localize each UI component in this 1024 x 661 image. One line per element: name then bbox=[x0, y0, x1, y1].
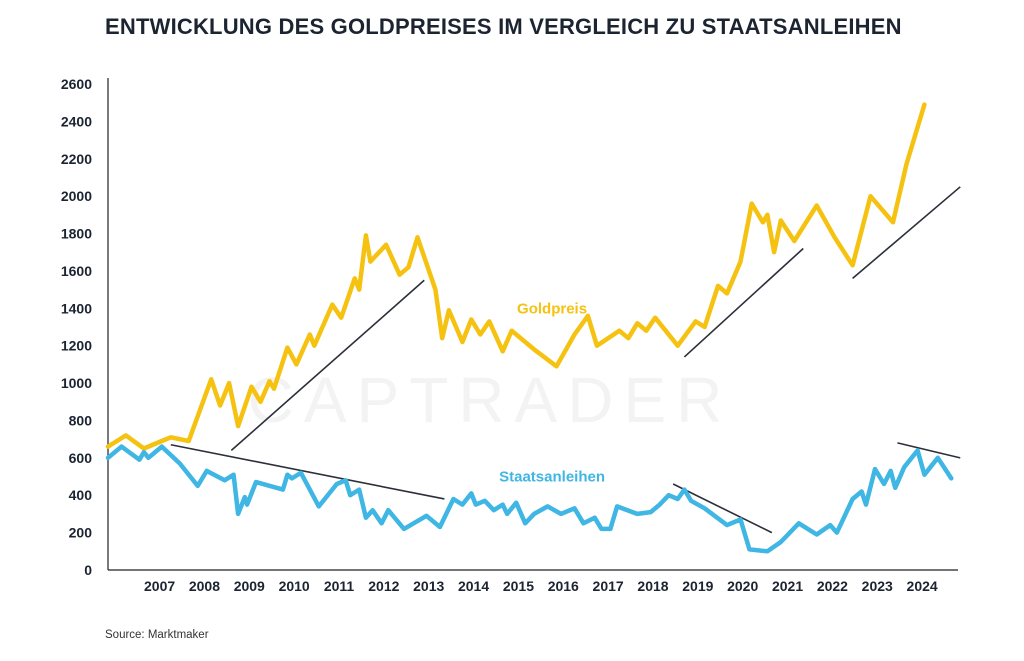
trendline bbox=[672, 483, 773, 534]
y-tick-label: 2200 bbox=[61, 151, 92, 167]
y-tick-label: 2000 bbox=[61, 188, 92, 204]
gold-price-label: Goldpreis bbox=[517, 300, 587, 317]
x-axis: 2007 2008 2009 2010 2011 2012 2013 2014 2015 2016… bbox=[108, 569, 958, 594]
x-tick-label: 2018 bbox=[637, 578, 668, 594]
y-tick-label: 1200 bbox=[61, 338, 92, 354]
watermark: CAPTRADER bbox=[248, 364, 733, 436]
x-tick-label: 2012 bbox=[368, 578, 399, 594]
gold-price-line bbox=[105, 102, 927, 451]
x-tick-label: 2022 bbox=[817, 578, 848, 594]
x-tick-label: 2013 bbox=[413, 578, 444, 594]
x-tick-label: 2023 bbox=[862, 578, 893, 594]
x-tick-label: 2009 bbox=[234, 578, 265, 594]
x-tick-label: 2011 bbox=[324, 578, 355, 594]
trendline bbox=[170, 443, 445, 500]
y-tick-label: 2600 bbox=[61, 76, 92, 92]
y-tick-label: 800 bbox=[69, 412, 93, 428]
trendlines bbox=[170, 186, 961, 534]
x-tick-label: 2021 bbox=[772, 578, 803, 594]
source-note: Source: Marktmaker bbox=[105, 629, 209, 641]
x-tick-label: 2015 bbox=[503, 578, 534, 594]
y-tick-label: 400 bbox=[69, 487, 93, 503]
bonds-line bbox=[105, 444, 954, 554]
trendline bbox=[230, 279, 425, 451]
y-tick-label: 1000 bbox=[61, 375, 92, 391]
x-tick-label: 2014 bbox=[458, 578, 489, 594]
bonds-label: Staatsanleihen bbox=[499, 469, 605, 486]
x-tick-label: 2019 bbox=[682, 578, 713, 594]
trendline bbox=[897, 442, 961, 459]
y-tick-label: 1800 bbox=[61, 226, 92, 242]
trendline bbox=[852, 186, 961, 280]
y-tick-label: 200 bbox=[69, 525, 93, 541]
chart-title: ENTWICKLUNG DES GOLDPREISES IM VERGLEICH… bbox=[105, 14, 902, 39]
x-tick-label: 2024 bbox=[907, 578, 938, 594]
x-tick-label: 2007 bbox=[144, 578, 175, 594]
x-tick-label: 2020 bbox=[727, 578, 758, 594]
trendline bbox=[683, 247, 804, 358]
x-tick-label: 2017 bbox=[593, 578, 624, 594]
y-tick-label: 2400 bbox=[61, 113, 92, 129]
series-labels: Goldpreis Staatsanleihen bbox=[499, 300, 605, 485]
y-tick-label: 1600 bbox=[61, 263, 92, 279]
y-tick-label: 1400 bbox=[61, 300, 92, 316]
series-lines bbox=[105, 102, 954, 554]
x-tick-label: 2008 bbox=[189, 578, 220, 594]
y-axis: 0 200 400 600 800 1000 1200 1400 1600 1800 2000 220… bbox=[61, 76, 109, 578]
x-tick-label: 2010 bbox=[279, 578, 310, 594]
x-tick-label: 2016 bbox=[548, 578, 579, 594]
y-tick-label: 0 bbox=[84, 562, 92, 578]
y-tick-label: 600 bbox=[69, 450, 93, 466]
